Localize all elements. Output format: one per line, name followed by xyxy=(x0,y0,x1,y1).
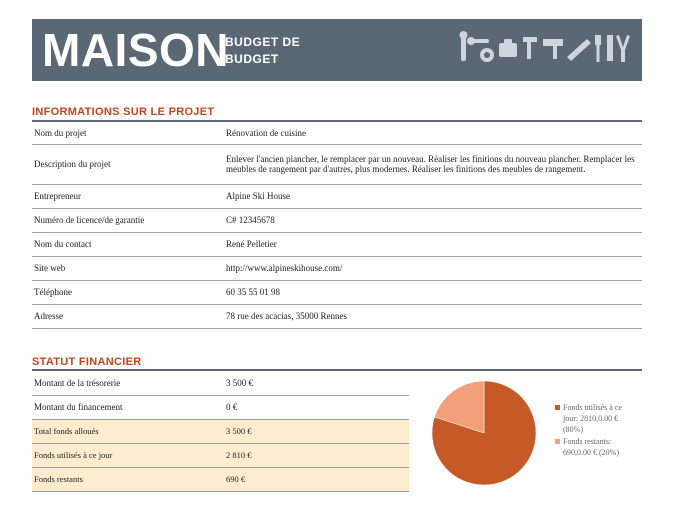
project-row-value: Enlever l'ancien plancher, le remplacer … xyxy=(224,144,642,185)
finance-row-label: Fonds restants xyxy=(32,467,224,492)
finance-row: Total fonds alloués 3 500 € xyxy=(32,419,409,444)
project-row: Entrepreneur Alpine Ski House xyxy=(32,184,642,209)
project-row: Site web http://www.alpineskihouse.com/ xyxy=(32,256,642,281)
project-row-label: Site web xyxy=(32,256,224,281)
pie-slice xyxy=(431,380,537,486)
project-row-label: Description du projet xyxy=(32,144,224,185)
project-row-label: Entrepreneur xyxy=(32,184,224,209)
project-row: Nom du contact René Pelletier xyxy=(32,232,642,257)
project-row-label: Téléphone xyxy=(32,280,224,305)
header-banner: MAISON BUDGET DE BUDGET xyxy=(32,19,642,81)
legend-entry-line: Fonds utilisés à ce xyxy=(563,403,622,412)
project-section-title: INFORMATIONS SUR LE PROJET xyxy=(32,106,215,118)
project-row-label: Nom du projet xyxy=(32,122,224,145)
project-row: Nom du projet Rénovation de cuisine xyxy=(32,122,642,145)
legend-swatch xyxy=(555,405,560,410)
project-row: Description du projet Enlever l'ancien pl… xyxy=(32,144,642,185)
project-row-value: 60 35 55 01 98 xyxy=(224,280,642,305)
project-row: Téléphone 60 35 55 01 98 xyxy=(32,280,642,305)
project-row-value: http://www.alpineskihouse.com/ xyxy=(224,256,642,281)
finance-row: Fonds utilisés à ce jour 2 810 € xyxy=(32,443,409,468)
finance-row-label: Montant de la trésorerie xyxy=(32,371,224,396)
legend-entry: Fonds utilisés à ce jour: 2810,0.00 € (80%… xyxy=(563,402,622,435)
finance-section-rule xyxy=(32,369,642,371)
project-section-rule xyxy=(32,120,642,122)
banner-subtitle-line2: BUDGET xyxy=(225,52,279,66)
finance-row-value: 690 € xyxy=(224,467,409,492)
legend-swatch xyxy=(555,439,560,444)
project-row-value: Rénovation de cuisine xyxy=(224,122,642,145)
finance-row-value: 3 500 € xyxy=(224,419,409,444)
finance-section-title: STATUT FINANCIER xyxy=(32,356,142,368)
finance-row-label: Fonds utilisés à ce jour xyxy=(32,443,224,468)
project-row-label: Nom du contact xyxy=(32,232,224,257)
pie-slice xyxy=(434,380,485,434)
banner-subtitle: BUDGET DE BUDGET xyxy=(225,34,300,68)
project-row-value: Alpine Ski House xyxy=(224,184,642,209)
project-row: Numéro de licence/de garantie C# 12345678 xyxy=(32,208,642,233)
legend-entry-line: 690,0.00 € (20%) xyxy=(563,448,619,457)
finance-table: Montant de la trésorerie 3 500 € Montant d… xyxy=(32,371,409,492)
finance-row-value: 0 € xyxy=(224,395,409,420)
finance-row-label: Total fonds alloués xyxy=(32,419,224,444)
project-row-value: 78 rue des acacias, 35000 Rennes xyxy=(224,304,642,329)
finance-row: Montant de la trésorerie 3 500 € xyxy=(32,371,409,396)
legend-entry-line: Fonds restants: xyxy=(563,437,612,446)
project-row-value: C# 12345678 xyxy=(224,208,642,233)
finance-row: Montant du financement 0 € xyxy=(32,395,409,420)
pie-chart xyxy=(431,380,537,486)
project-row-label: Adresse xyxy=(32,304,224,329)
project-row: Adresse 78 rue des acacias, 35000 Rennes xyxy=(32,304,642,329)
banner-subtitle-line1: BUDGET DE xyxy=(225,35,301,49)
banner-title: MAISON xyxy=(42,24,229,76)
legend-entry-line: jour: 2810,0.00 € xyxy=(563,414,619,423)
project-row-value: René Pelletier xyxy=(224,232,642,257)
finance-row: Fonds restants 690 € xyxy=(32,467,409,492)
tools-icon xyxy=(459,31,630,62)
finance-row-value: 2 810 € xyxy=(224,443,409,468)
project-info-table: Nom du projet Rénovation de cuisine Descri… xyxy=(32,122,642,329)
project-row-label: Numéro de licence/de garantie xyxy=(32,208,224,233)
legend-entry: Fonds restants: 690,0.00 € (20%) xyxy=(563,436,619,458)
legend-entry-line: (80%) xyxy=(563,425,583,434)
finance-row-value: 3 500 € xyxy=(224,371,409,396)
finance-row-label: Montant du financement xyxy=(32,395,224,420)
